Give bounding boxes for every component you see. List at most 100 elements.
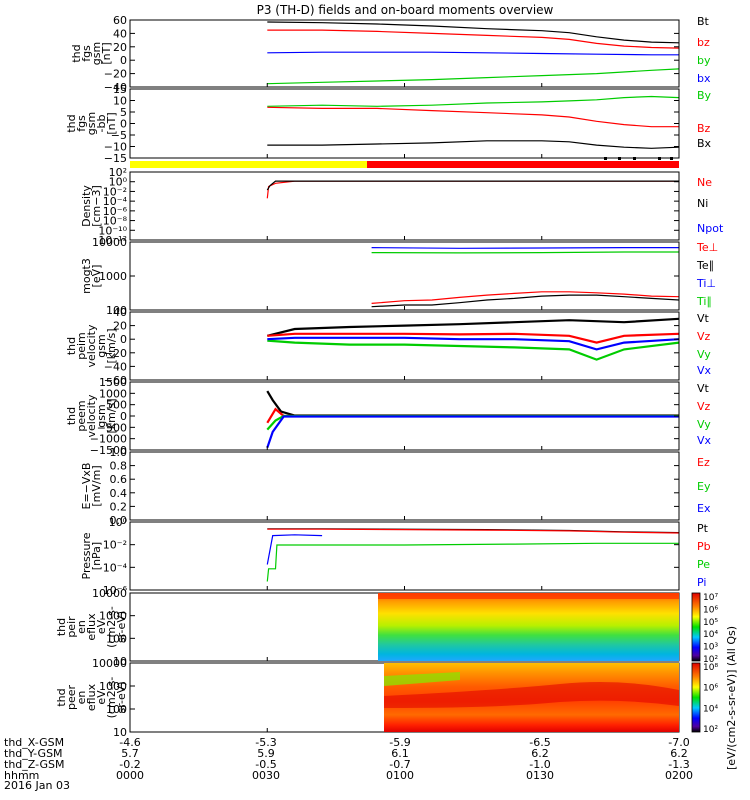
ylabel-line: [eV] — [90, 265, 103, 288]
ylabel-line: (cm2-s- — [105, 677, 118, 719]
legend-ni: Ni — [697, 197, 708, 210]
ytick-label: −1000 — [90, 433, 127, 446]
panel-mom_temps: 10000 1000 100 mogt3[eV] Te⊥ Te∥ Ti⊥ Ti∥ — [80, 236, 718, 317]
electron-colorbar-tick: 10⁸ — [703, 663, 718, 673]
series-ti-line — [371, 251, 679, 254]
ytick-label: 1500 — [99, 376, 127, 389]
ylabel-line: thd — [70, 44, 83, 62]
figure-title: P3 (TH-D) fields and on-board moments ov… — [257, 3, 554, 17]
ion-spectrogram-hot-band — [378, 593, 679, 599]
legend-pt: Pt — [697, 522, 709, 535]
series-vx-line — [266, 415, 679, 449]
ytick-label: −15 — [104, 152, 127, 165]
series-vy-line — [266, 414, 679, 431]
electron-spectrogram-low-green — [384, 672, 460, 686]
legend-vx: Vx — [697, 364, 712, 377]
legend-pi: Pi — [697, 576, 706, 589]
legend-bx: bx — [697, 72, 711, 85]
ylabel-line: en — [75, 691, 88, 705]
ytick-label: 0 — [120, 54, 127, 67]
ylabel-line: [cm−3] — [90, 185, 103, 227]
series-bt-line — [267, 21, 679, 44]
ytick-label: −5 — [111, 129, 127, 142]
legend-vt: Vt — [697, 312, 710, 325]
ytick-label: 10⁻⁶ — [103, 205, 128, 218]
panel-frame — [129, 19, 680, 88]
ion-spectrogram-fill — [378, 593, 679, 661]
ephem-value: 0200 — [665, 769, 693, 782]
legend-vz: Vz — [697, 400, 711, 413]
ephem-value: 5.7 — [121, 747, 139, 760]
series-ni-line — [266, 180, 679, 191]
ylabel-line: eV — [95, 690, 108, 705]
ytick-label: 0.2 — [110, 500, 128, 513]
ephem-value: -0.2 — [119, 758, 140, 771]
ylabel-line: Pressure — [80, 532, 93, 579]
electron-colorbar-tick: 10² — [703, 725, 718, 735]
legend-ey: Ey — [697, 480, 711, 493]
ytick-label: 0.0 — [110, 514, 128, 527]
ephem-value: -0.5 — [255, 758, 276, 771]
legend-bz: bz — [697, 36, 710, 49]
ylabel-line: gsm — [95, 404, 108, 427]
ytick-label: 10⁻² — [103, 539, 127, 552]
ylabel-line: gsm — [90, 42, 103, 65]
ylabel-line: peem — [75, 400, 88, 431]
panels-group: 6040200−20−40thdfgsgsm[nT]Btbzbybx151050… — [55, 14, 724, 739]
mode-bar — [130, 157, 679, 168]
ytick-label: 40 — [113, 306, 127, 319]
mode-bar-marker — [670, 157, 673, 160]
ytick-label: 15 — [113, 83, 127, 96]
ytick-label: 1000 — [99, 610, 127, 623]
ylabel-line: mogt3 — [80, 258, 93, 294]
series-bz-line — [267, 29, 679, 49]
ephem-value: -0.7 — [389, 758, 410, 771]
legend-pb: Pb — [697, 540, 711, 553]
legend-pe: Pe — [697, 558, 710, 571]
ion-colorbar-tick: 10⁷ — [703, 593, 718, 603]
series-vt-line — [266, 390, 679, 417]
ytick-label: 0.8 — [110, 460, 128, 473]
ytick-label: −1500 — [90, 444, 127, 457]
ephem-row-label: hhmm — [4, 769, 39, 782]
series-te-line — [371, 291, 679, 304]
series-pe-line — [266, 542, 679, 582]
ytick-label: 10⁻¹⁰ — [98, 224, 127, 237]
ytick-label: 10⁻¹² — [98, 234, 127, 247]
date-label: 2016 Jan 03 — [4, 779, 70, 792]
ytick-label: −20 — [104, 347, 127, 360]
ephem-value: -7.0 — [668, 736, 689, 749]
series-vy-line — [267, 339, 679, 361]
legend-ex: Ex — [697, 502, 711, 515]
ion-spectrogram — [378, 593, 679, 661]
legend-vt: Vt — [697, 382, 710, 395]
ytick-label: 0.6 — [110, 473, 128, 486]
ytick-label: 10² — [109, 166, 127, 179]
ion-colorbar-fill — [691, 592, 701, 662]
electron-spectrogram-peak-band — [384, 682, 679, 708]
ephem-value: -1.0 — [529, 758, 550, 771]
ephem-value: 0030 — [252, 769, 280, 782]
ephem-row-label: thd_X-GSM — [4, 736, 64, 749]
ylabel-line: [nT] — [100, 42, 113, 64]
ylabel-line: E=−VxB — [80, 463, 93, 510]
ephem-value: 6.2 — [531, 747, 549, 760]
ytick-label: 60 — [113, 14, 127, 27]
ytick-label: 0 — [120, 333, 127, 346]
ephem-row-label: thd_Z-GSM — [4, 758, 64, 771]
mode-bar-red — [367, 161, 679, 168]
series-vz-line — [267, 332, 679, 344]
series-ti-line — [371, 247, 679, 249]
ylabel-line: [nPa] — [90, 542, 103, 570]
ion-colorbar-tick: 10⁶ — [703, 605, 718, 615]
ylabel-line: Density — [80, 185, 93, 227]
ytick-label: 10 — [113, 655, 127, 668]
ytick-label: 10 — [113, 726, 127, 739]
panel-frame — [129, 171, 680, 241]
ytick-label: 10⁰ — [109, 516, 128, 529]
ylabel-line: gsm — [95, 334, 108, 357]
ytick-label: 10⁻⁴ — [103, 561, 128, 574]
